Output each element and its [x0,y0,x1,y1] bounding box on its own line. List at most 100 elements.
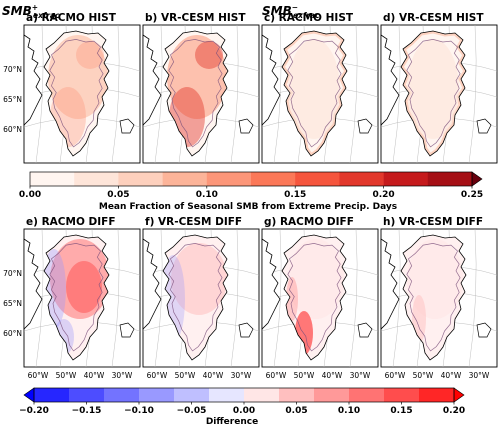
colorbar-tick-label: 0.20 [372,190,394,200]
lon-label: 30°W [231,371,252,380]
colorbar-tick-label: 0.20 [443,406,465,416]
colorbar-tick-label: 0.10 [338,406,360,416]
colorbar-swatch [244,388,280,402]
coastline-canada [261,34,281,126]
coastline-canada [380,238,400,330]
coastline-iceland [238,322,254,338]
coastline-greenland [281,30,348,157]
map-panel-b: b) VR-CESM HIST [142,12,260,164]
coastline-iceland [119,118,135,134]
ice-margin-contour [168,243,223,352]
colorbar-hist: 0.00 0.05 0.10 0.15 0.20 0.25 [19,171,483,200]
colorbar-tick-label: 0.00 [233,406,255,416]
colorbar-swatch [349,388,385,402]
ice-margin-contour [168,39,223,148]
lat-label: 70°N [3,269,22,278]
panel-title-e: e) RACMO DIFF [26,216,116,228]
colorbar-extend-min [23,387,35,403]
colorbar-hist-label: Mean Fraction of Seasonal SMB from Extre… [99,202,397,212]
coastline-iceland [476,322,492,338]
coastline-iceland [357,322,373,338]
panel-title-d: d) VR-CESM HIST [383,12,484,24]
colorbar-swatch [427,172,473,186]
coastline-iceland [238,118,254,134]
panel-title-f: f) VR-CESM DIFF [145,216,242,228]
map-panel-d: d) VR-CESM HIST [380,12,498,164]
ice-margin-contour [287,39,342,148]
row-label-plus: SMB+ exfrac [2,3,60,20]
colorbar-swatch [209,388,245,402]
greenland-field [48,35,108,147]
colorbar-swatch [139,388,175,402]
colorbar-swatch [314,388,350,402]
map-panels: a) RACMO HIST b) VR-CESM HIST c) RACMO HIS… [23,12,498,368]
colorbar-tick-label: 0.05 [285,406,307,416]
ice-margin-contour [406,39,461,148]
coastline-greenland [400,234,467,361]
colorbar-tick-label: −0.20 [19,406,49,416]
colorbar-swatch [339,172,384,186]
lon-label: 50°W [294,371,315,380]
panel-title-b: b) VR-CESM HIST [145,12,246,24]
map-panel-a: a) RACMO HIST [23,12,141,164]
coastline-canada [380,34,400,126]
colorbar-tick-label: 0.00 [19,190,41,200]
colorbar-swatch [383,172,429,186]
lat-label: 65°N [3,95,22,104]
lon-label: 30°W [112,371,133,380]
colorbar-tick-label: 0.15 [390,406,412,416]
colorbar-tick-label: −0.05 [177,406,207,416]
map-axis-labels: 70°N 65°N 60°N 70°N 65°N 60°N 60°W 50°W 40°W 30°W… [3,65,490,380]
coastline-greenland [162,30,229,157]
colorbar-swatch [30,172,75,186]
lat-label: 65°N [3,299,22,308]
colorbar-tick-label: 0.25 [461,190,483,200]
lon-label: 60°W [385,371,406,380]
colorbar-diff-label: Difference [206,417,258,427]
map-panel-f: f) VR-CESM DIFF [142,216,260,368]
colorbar-tick-label: 0.15 [284,190,306,200]
lon-label: 30°W [469,371,490,380]
coastline-iceland [476,118,492,134]
ice-margin-contour [406,243,461,352]
lon-label: 60°W [28,371,49,380]
colorbar-swatch [295,172,340,186]
map-panel-c: c) RACMO HIST [261,12,379,164]
lat-label: 60°N [3,329,22,338]
colorbar-swatch [206,172,252,186]
coastline-greenland [400,30,467,157]
colorbar-extend-max [471,171,483,187]
colorbar-swatch [162,172,208,186]
ice-margin-contour [49,243,104,352]
lon-label: 50°W [413,371,434,380]
coastline-iceland [119,322,135,338]
lon-label: 30°W [350,371,371,380]
colorbar-swatch [74,172,119,186]
map-panel-e: e) RACMO DIFF [23,216,141,368]
colorbar-frame [29,171,473,187]
panel-title-a: a) RACMO HIST [26,12,117,24]
panel-title-h: h) VR-CESM DIFF [383,216,483,228]
row-label-minus: SMB− exfrac [262,3,320,20]
ice-margin-contour [49,39,104,148]
lon-label: 50°W [56,371,77,380]
coastline-greenland [43,30,110,157]
colorbar-tick-label: 0.05 [107,190,129,200]
coastline-iceland [357,118,373,134]
colorbar-swatch [174,388,210,402]
colorbar-swatch [104,388,140,402]
panel-title-c: c) RACMO HIST [264,12,354,24]
lon-label: 60°W [266,371,287,380]
colorbar-diff: −0.20 −0.15 −0.10 −0.05 0.00 0.05 0.10 0.15 0.20 [19,387,465,416]
colorbar-swatch [251,172,296,186]
colorbar-swatch [69,388,105,402]
colorbar-tick-label: −0.15 [72,406,102,416]
colorbar-swatch [384,388,420,402]
lat-label: 70°N [3,65,22,74]
map-panel-h: h) VR-CESM DIFF [380,216,498,368]
lat-label: 60°N [3,125,22,134]
coastline-canada [142,34,162,126]
colorbar-extend-max [453,387,465,403]
lon-label: 60°W [147,371,168,380]
